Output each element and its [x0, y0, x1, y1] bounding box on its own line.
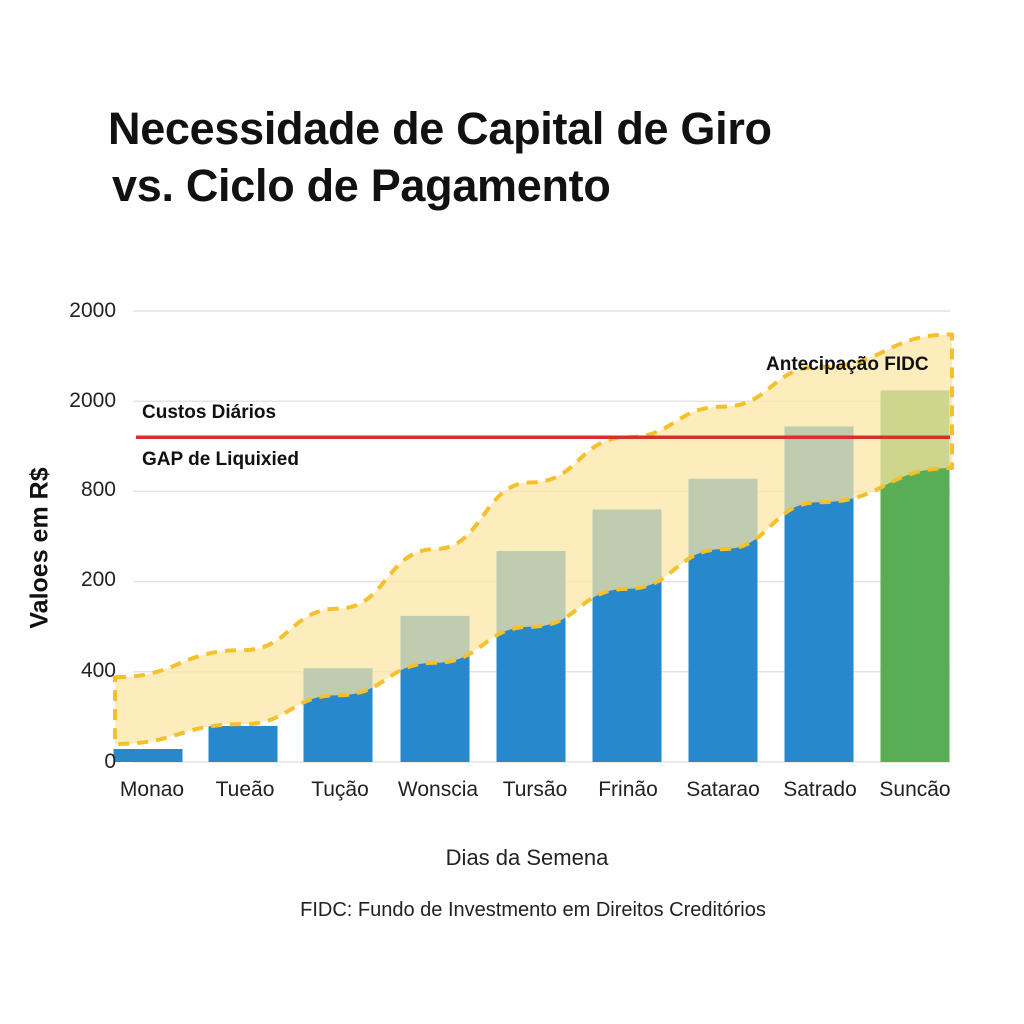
annotation-daily-costs: Custos Diários — [142, 402, 277, 423]
chart-title-line-2: vs. Ciclo de Pagamento — [112, 160, 611, 211]
annotation-liquidity-gap: GAP de Liquixied — [142, 449, 299, 470]
x-tick: Frinão — [598, 778, 658, 801]
y-tick: 400 — [80, 659, 116, 682]
chart-title-line-1: Necessidade de Capital de Giro — [108, 103, 772, 154]
x-tick: Wonscia — [397, 778, 479, 801]
y-axis-label: Valoes em R$ — [25, 467, 54, 629]
y-tick: 2000 — [69, 299, 116, 322]
y-tick: 200 — [80, 568, 116, 591]
x-tick: Satrado — [783, 778, 857, 801]
annotation-fidc-anticipation: Antecipação FIDC — [766, 354, 929, 375]
footnote: FIDC: Fundo de Investmento em Direitos C… — [300, 899, 766, 921]
y-tick: 0 — [104, 750, 116, 773]
x-tick: Tueão — [215, 778, 275, 801]
x-tick: Suncão — [879, 778, 951, 801]
x-tick: Tução — [311, 778, 369, 801]
y-tick: 800 — [80, 478, 116, 501]
chart-title: Necessidade de Capital de Giro vs. Ciclo… — [108, 100, 772, 214]
bar-tueão — [208, 725, 278, 762]
bar-monao — [113, 749, 183, 762]
x-tick: Satarao — [686, 778, 760, 801]
x-tick: Tursão — [502, 778, 568, 801]
x-tick: Monao — [119, 778, 185, 801]
fidc-band-outline — [113, 332, 954, 746]
x-axis-label: Dias da Semena — [445, 845, 609, 870]
y-tick: 2000 — [69, 389, 116, 412]
